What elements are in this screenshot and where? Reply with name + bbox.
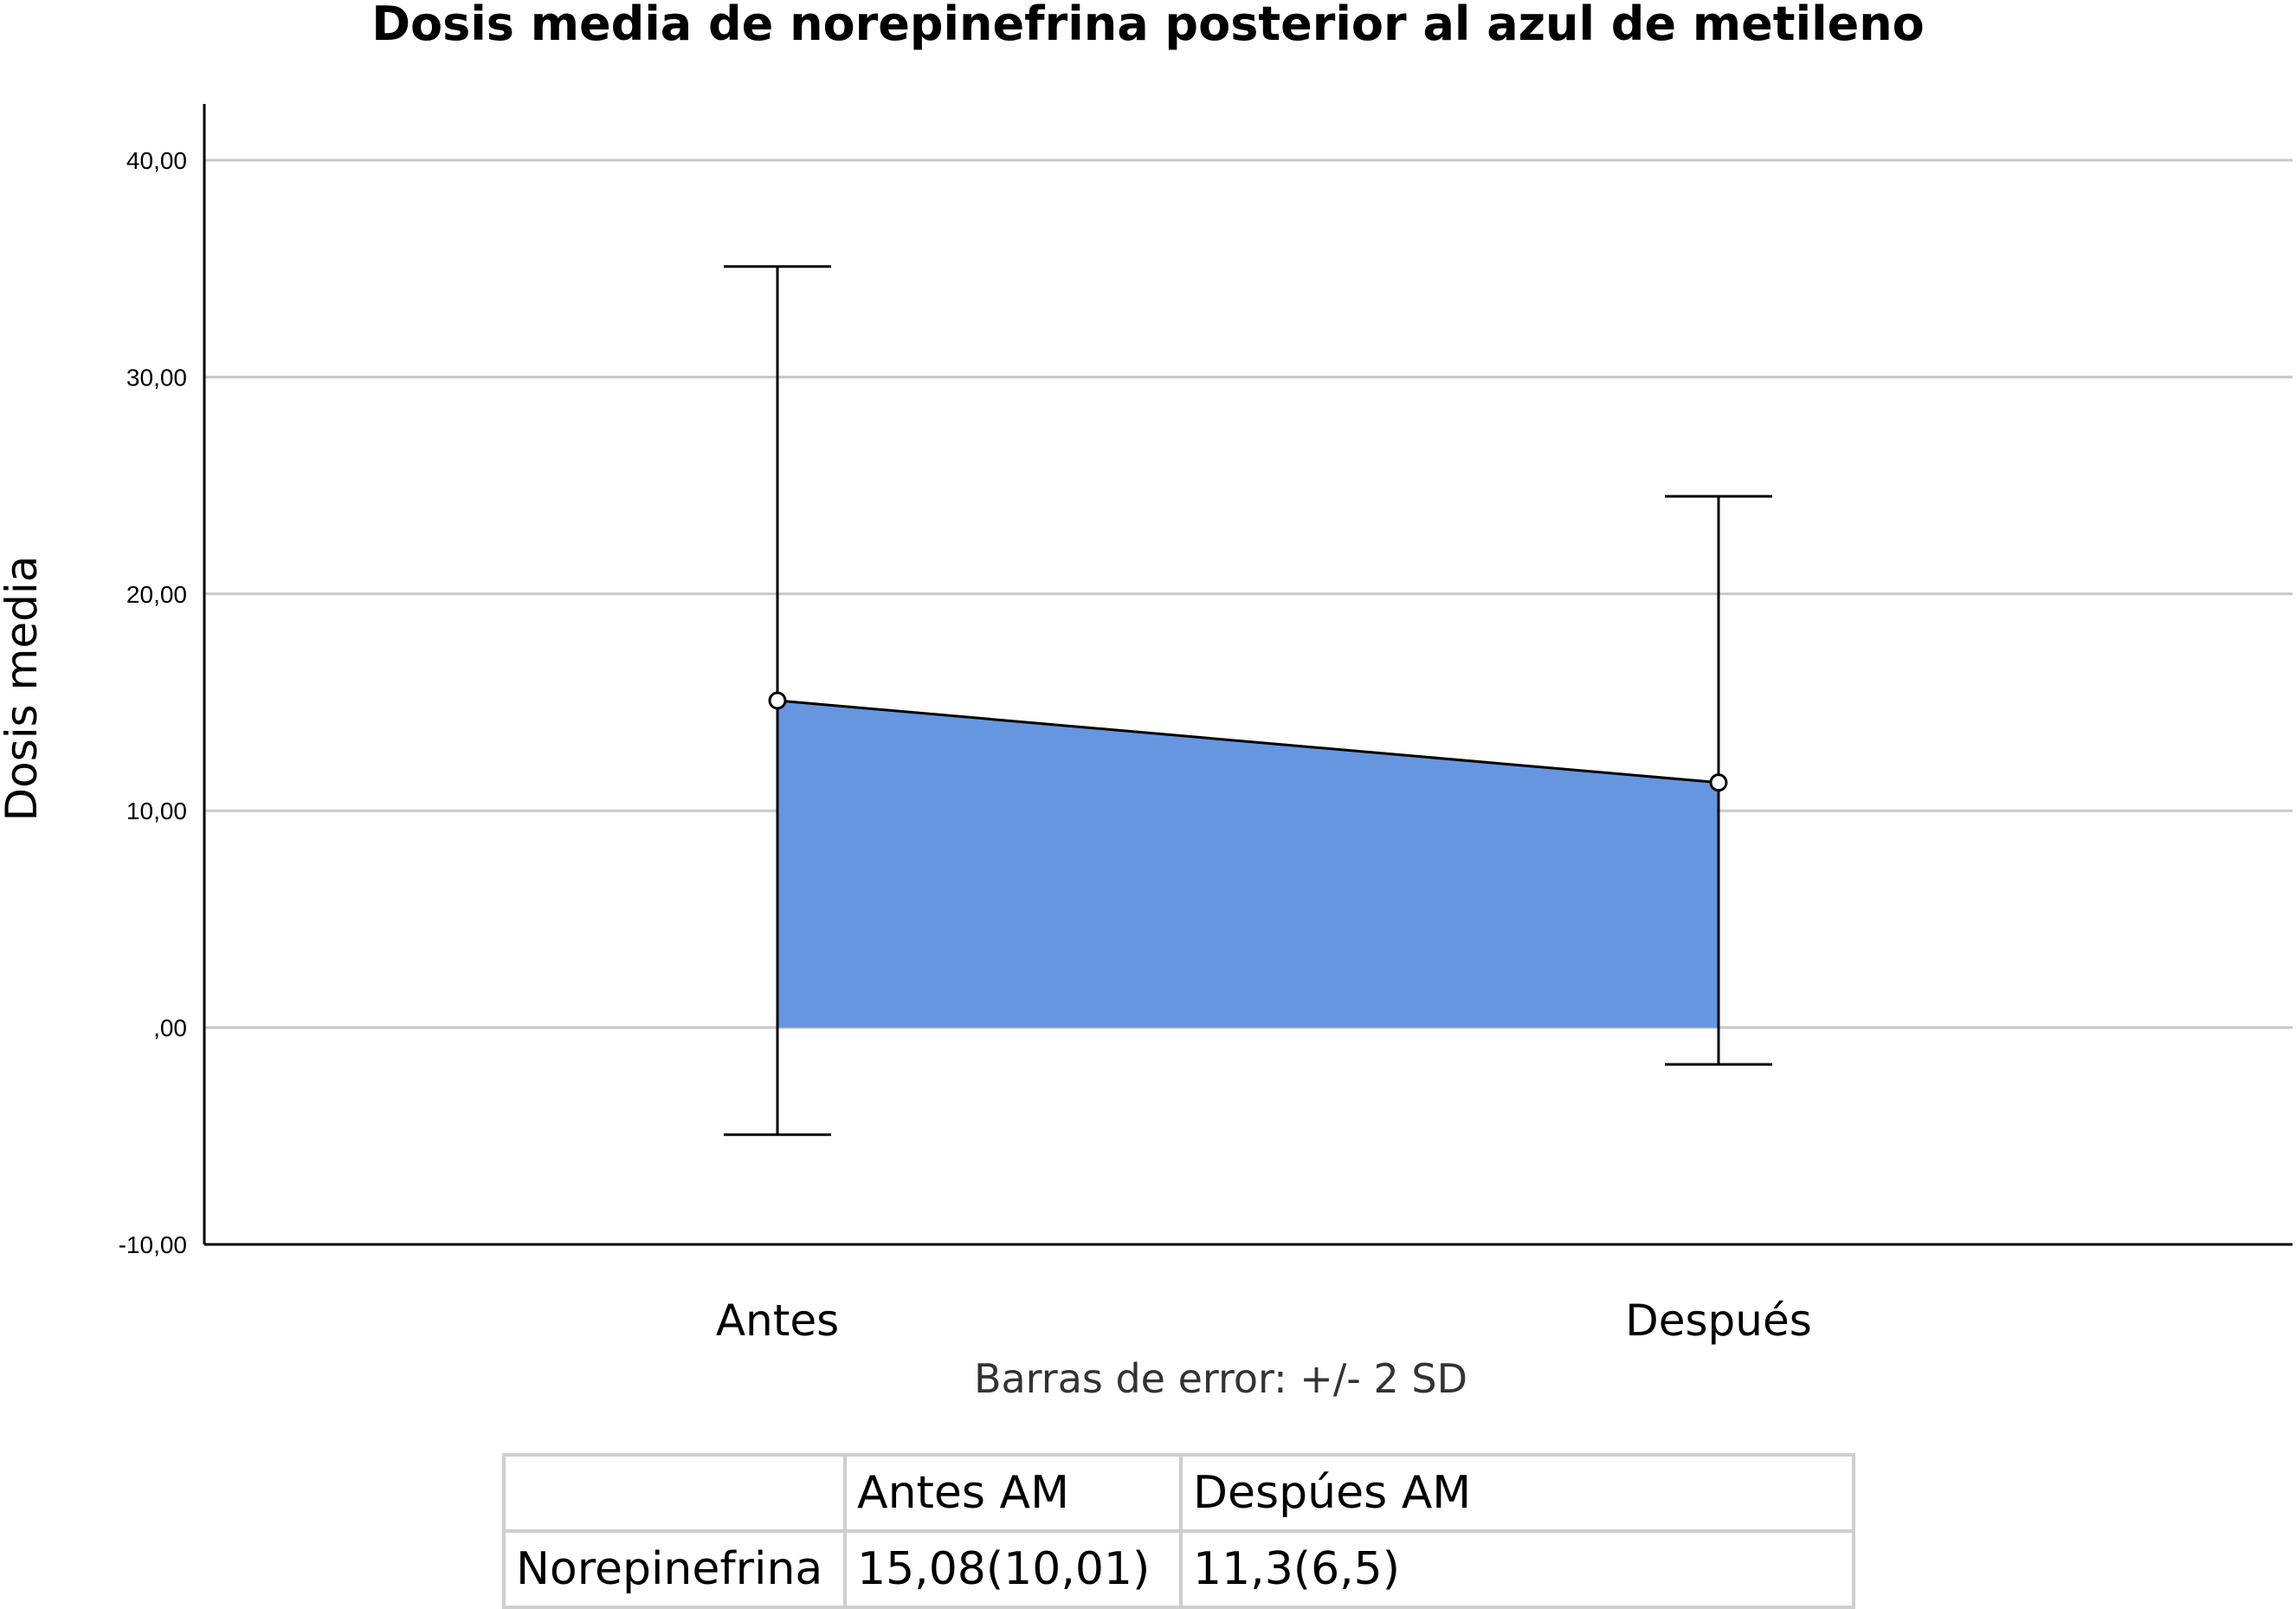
- area-fill: [777, 700, 1719, 1028]
- table-cell: 15,08(10,01): [843, 1529, 1183, 1609]
- y-tick-label: 20,00: [126, 581, 187, 608]
- table-cell: 11,3(6,5): [1179, 1529, 1855, 1609]
- data-point: [1709, 773, 1728, 792]
- error-bar-note: Barras de error: +/- 2 SD: [974, 1355, 1467, 1402]
- axis-labels: -10,00 ,00 10,00 20,00 30,00 40,00 Antes Despué…: [119, 147, 1812, 1346]
- table-row: Norepinefrina 15,08(10,01) 11,3(6,5): [502, 1529, 1855, 1609]
- summary-table: Antes AM Despúes AM Norepinefrina 15,08(…: [502, 1453, 1855, 1609]
- x-tick-label: Después: [1625, 1296, 1812, 1346]
- table-header-cell: Despúes AM: [1179, 1453, 1855, 1533]
- y-tick-label: -10,00: [119, 1231, 187, 1258]
- y-tick-label: 40,00: [126, 147, 187, 174]
- table-header-cell: Antes AM: [843, 1453, 1183, 1533]
- y-tick-label: 30,00: [126, 364, 187, 391]
- table-cell: Norepinefrina: [502, 1529, 847, 1609]
- data-points: [768, 691, 1728, 792]
- x-tick-label: Antes: [716, 1296, 839, 1346]
- y-axis-label: Dosis media: [0, 556, 47, 822]
- table-header-cell: [502, 1453, 847, 1533]
- axes: [203, 104, 2293, 1246]
- gridlines: [204, 158, 2293, 1030]
- area-series: [777, 699, 1719, 1028]
- table-header-row: Antes AM Despúes AM: [502, 1453, 1855, 1533]
- chart-title: Dosis media de norepinefrina posterior a…: [371, 0, 1925, 51]
- series-line: [777, 699, 1719, 785]
- y-tick-label: ,00: [153, 1015, 187, 1042]
- y-tick-label: 10,00: [126, 798, 187, 824]
- data-point: [768, 691, 787, 710]
